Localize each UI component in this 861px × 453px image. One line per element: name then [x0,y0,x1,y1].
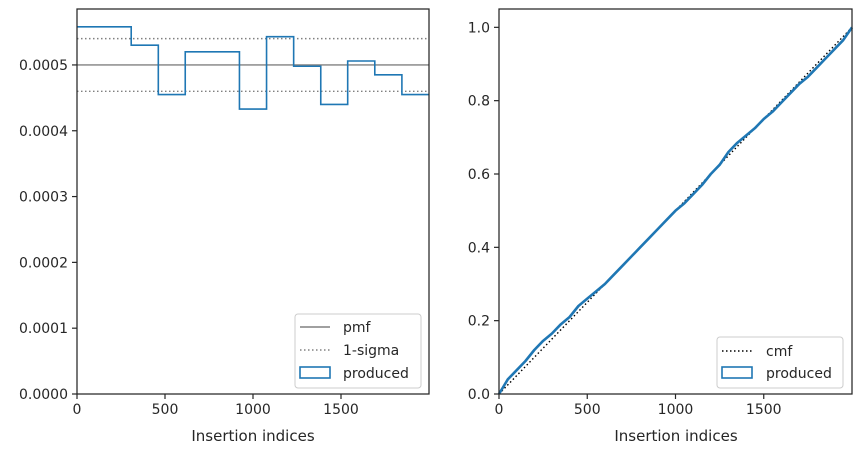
legend-produced-swatch [299,366,331,379]
cmf-ytick-label: 1.0 [468,20,490,36]
cmf-ytick-label: 0.4 [468,240,490,256]
cmf-ytick-label: 0.6 [468,167,490,183]
cmf-xtick-label: 1000 [658,402,694,418]
legend-cumulative-produced-label: produced [766,366,832,382]
legend-cumulative-produced-swatch [721,366,753,379]
pmf-xtick-label: 0 [73,402,82,418]
legend-pmf-label: pmf [343,320,372,336]
cmf-ytick-label: 0.2 [468,314,490,330]
cmf-legend: cmf produced [716,336,844,389]
legend-produced-label: produced [343,366,409,382]
pmf-ytick-label: 0.0004 [19,124,68,140]
cmf-xtick-label: 0 [495,402,504,418]
cmf-xtick-label: 1500 [746,402,782,418]
legend-sigma-label: 1-sigma [343,343,399,359]
cmf-xlabel: Insertion indices [614,427,737,445]
pmf-ticks: 0 500 1000 1500 0.0000 0.0001 0.0002 0.0003 0.00… [19,58,359,418]
pmf-panel: 0 500 1000 1500 0.0000 0.0001 0.0002 0.0003 0.00… [19,8,430,445]
cmf-legend-box [716,336,844,389]
legend-cmf-label: cmf [766,344,793,360]
pmf-ytick-label: 0.0001 [19,321,68,337]
pmf-plot-frame [76,8,430,395]
produced-cumulative-line [497,26,854,395]
pmf-ytick-label: 0.0005 [19,58,68,74]
pmf-xtick-label: 500 [152,402,179,418]
pmf-xtick-label: 1500 [323,402,359,418]
pmf-ytick-label: 0.0003 [19,190,68,206]
produced-histogram [77,25,429,110]
cmf-xtick-label: 500 [574,402,601,418]
pmf-xtick-label: 1000 [235,402,271,418]
cmf-panel: 0 500 1000 1500 0.0 0.2 0.4 0.6 0.8 1.0 Insertion… [468,8,854,445]
cmf-plot-frame [498,8,853,395]
cmf-ytick-label: 0.8 [468,94,490,110]
pmf-ytick-label: 0.0000 [19,387,68,403]
pmf-xlabel: Insertion indices [191,427,314,445]
cmf-ytick-label: 0.0 [468,387,490,403]
pmf-ytick-label: 0.0002 [19,255,68,271]
pmf-legend: pmf 1-sigma produced [294,313,422,389]
pmf-legend-box [294,313,422,389]
cmf-ticks: 0 500 1000 1500 0.0 0.2 0.4 0.6 0.8 1.0 [468,20,782,418]
